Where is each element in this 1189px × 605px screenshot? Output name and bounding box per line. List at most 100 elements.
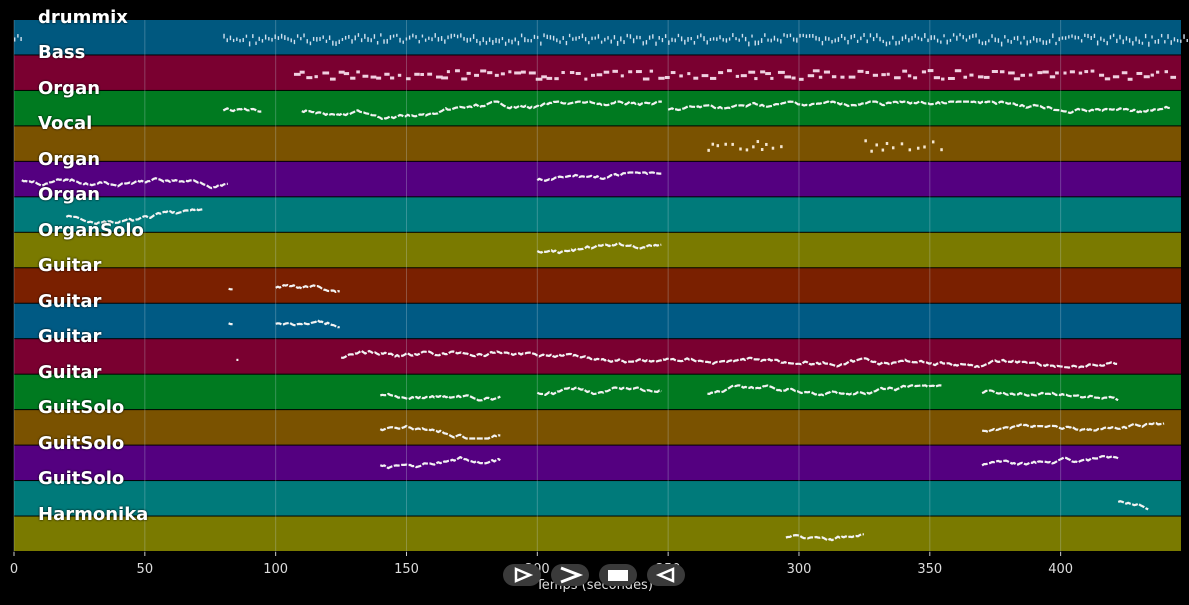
note-mark — [796, 37, 798, 43]
note-mark — [511, 39, 513, 45]
note-curve — [21, 177, 228, 190]
note-mark — [815, 35, 817, 41]
note-mark — [983, 75, 990, 79]
note-mark — [460, 33, 462, 38]
note-mark — [476, 38, 478, 43]
track-lane — [14, 20, 1181, 55]
note-mark — [674, 38, 676, 43]
note-mark — [533, 34, 536, 39]
note-mark — [798, 77, 804, 81]
note-mark — [623, 40, 625, 45]
note-mark — [508, 70, 512, 74]
note-mark — [480, 69, 487, 73]
note-mark — [818, 75, 823, 79]
note-curve — [379, 392, 501, 402]
note-mark — [831, 40, 833, 44]
note-mark — [520, 33, 523, 38]
note-mark — [543, 33, 545, 38]
note-mark — [1020, 73, 1025, 77]
x-tick-label: 300 — [787, 562, 812, 577]
note-mark — [882, 39, 884, 44]
note-mark — [739, 147, 742, 151]
note-mark — [927, 38, 929, 43]
note-mark — [900, 142, 904, 146]
note-mark — [357, 33, 360, 37]
play-button[interactable] — [503, 564, 541, 586]
note-mark — [850, 34, 852, 40]
note-mark — [907, 74, 912, 78]
note-mark — [344, 35, 347, 40]
note-mark — [1122, 39, 1124, 45]
note-mark — [1164, 40, 1166, 44]
note-mark — [252, 34, 254, 39]
note-mark — [495, 37, 497, 43]
note-curve — [785, 533, 864, 542]
note-mark — [485, 40, 488, 45]
track-row — [14, 303, 1181, 339]
note-mark — [1084, 33, 1086, 38]
note-mark — [287, 37, 289, 41]
note-mark — [487, 71, 493, 75]
note-mark — [812, 69, 820, 73]
note-mark — [984, 40, 987, 46]
note-mark — [629, 34, 632, 39]
note-mark — [735, 37, 737, 41]
stop-button[interactable] — [599, 564, 637, 586]
note-mark — [264, 34, 267, 40]
note-mark — [1173, 37, 1176, 42]
note-mark — [872, 37, 875, 42]
note-mark — [1090, 35, 1092, 41]
note-mark — [1037, 71, 1043, 75]
track-row — [14, 232, 1181, 268]
note-mark — [735, 74, 740, 78]
note-mark — [780, 145, 783, 149]
note-mark — [581, 33, 584, 39]
note-mark — [546, 34, 548, 40]
note-mark — [524, 37, 526, 43]
note-mark — [844, 36, 846, 41]
note-mark — [1074, 35, 1076, 40]
note-mark — [356, 70, 360, 74]
track-lane — [14, 481, 1181, 516]
note-mark — [594, 36, 596, 40]
note-mark — [1106, 41, 1108, 46]
note-mark — [870, 149, 873, 153]
note-mark — [988, 39, 990, 43]
note-mark — [322, 71, 330, 75]
note-mark — [1007, 39, 1009, 43]
note-mark — [642, 77, 650, 81]
note-mark — [350, 76, 356, 80]
note-mark — [450, 33, 452, 39]
note-mark — [373, 34, 376, 39]
note-mark — [1160, 33, 1163, 38]
note-mark — [383, 39, 385, 44]
note-mark — [1150, 73, 1154, 77]
track-row — [14, 55, 1181, 90]
note-mark — [744, 36, 747, 42]
note-mark — [760, 70, 766, 74]
rewind-button[interactable] — [647, 564, 685, 586]
note-mark — [1156, 70, 1160, 74]
note-mark — [680, 36, 683, 42]
note-curve — [667, 100, 1171, 115]
note-mark — [732, 33, 734, 38]
note-curve — [379, 456, 501, 470]
note-mark — [963, 75, 968, 79]
note-mark — [908, 148, 912, 152]
note-mark — [306, 39, 308, 44]
note-mark — [1010, 40, 1012, 44]
track-label: drummix — [38, 7, 128, 28]
note-mark — [805, 34, 808, 39]
note-mark — [757, 40, 760, 46]
next-button[interactable] — [551, 564, 589, 586]
note-mark — [362, 74, 369, 78]
note-mark — [840, 75, 845, 79]
note-mark — [881, 148, 885, 152]
note-mark — [1186, 39, 1188, 43]
note-mark — [978, 39, 980, 44]
note-mark — [949, 38, 952, 42]
note-mark — [536, 35, 539, 39]
note-mark — [668, 40, 670, 45]
note-mark — [802, 33, 804, 38]
